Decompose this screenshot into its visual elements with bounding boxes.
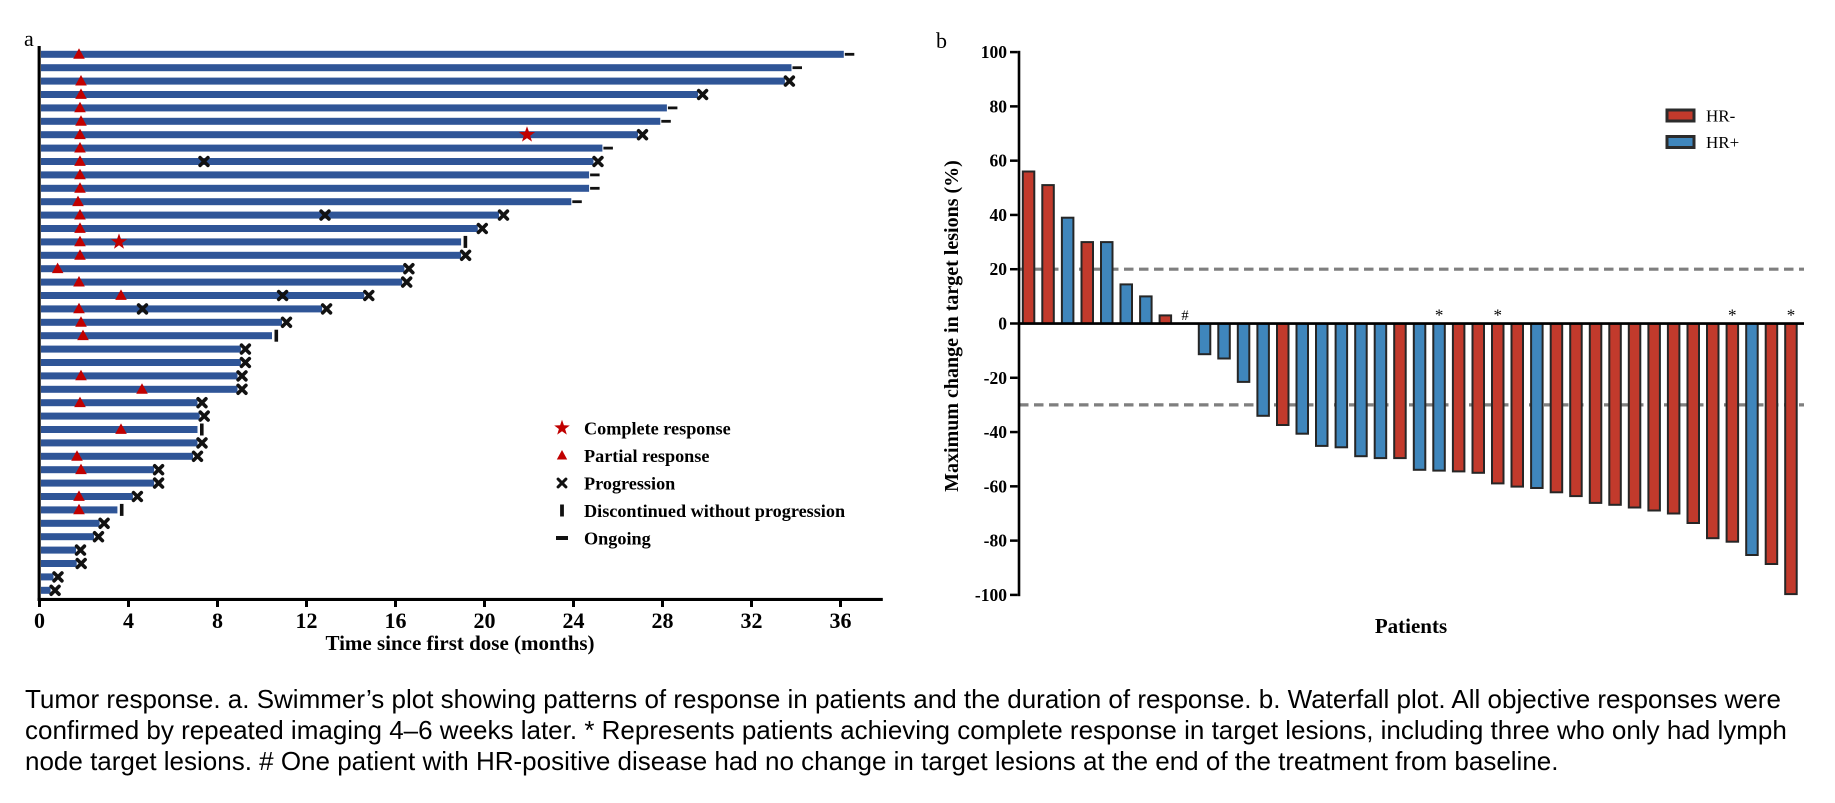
- svg-text:HR-: HR-: [1706, 107, 1736, 126]
- svg-text:Ongoing: Ongoing: [584, 529, 651, 549]
- svg-text:*: *: [1728, 306, 1737, 325]
- svg-text:0: 0: [998, 314, 1007, 334]
- svg-text:b: b: [936, 28, 947, 53]
- svg-text:Progression: Progression: [584, 474, 675, 494]
- svg-text:100: 100: [981, 42, 1008, 62]
- svg-text:Patients: Patients: [1375, 614, 1447, 638]
- svg-text:#: #: [1181, 308, 1188, 324]
- svg-text:a: a: [24, 26, 34, 51]
- svg-text:Tumor response. a. Swimmer’s p: Tumor response. a. Swimmer’s plot showin…: [25, 684, 1781, 714]
- svg-text:-60: -60: [984, 476, 1008, 496]
- svg-text:40: 40: [990, 205, 1008, 225]
- svg-text:Time since first dose (months): Time since first dose (months): [325, 631, 594, 655]
- svg-text:*: *: [1494, 306, 1503, 325]
- svg-text:*: *: [1435, 306, 1444, 325]
- svg-text:28: 28: [652, 608, 674, 633]
- svg-text:0: 0: [34, 608, 45, 633]
- svg-text:60: 60: [990, 151, 1008, 171]
- svg-text:-100: -100: [975, 585, 1007, 605]
- svg-text:Maximum change in target lesio: Maximum change in target lesions (%): [941, 160, 963, 492]
- svg-text:*: *: [1787, 306, 1796, 325]
- svg-text:36: 36: [830, 608, 852, 633]
- svg-text:confirmed by repeated imaging: confirmed by repeated imaging 4–6 weeks …: [25, 715, 1787, 745]
- svg-text:Complete response: Complete response: [584, 419, 731, 439]
- svg-text:Discontinued without progressi: Discontinued without progression: [584, 501, 845, 521]
- svg-text:20: 20: [990, 259, 1008, 279]
- svg-text:node target lesions. # One pat: node target lesions. # One patient with …: [25, 746, 1558, 776]
- svg-text:12: 12: [296, 608, 318, 633]
- svg-text:80: 80: [990, 96, 1008, 116]
- svg-text:8: 8: [212, 608, 223, 633]
- svg-text:32: 32: [741, 608, 763, 633]
- svg-text:24: 24: [563, 608, 585, 633]
- svg-text:16: 16: [385, 608, 407, 633]
- svg-text:-20: -20: [984, 368, 1008, 388]
- svg-text:-40: -40: [984, 422, 1008, 442]
- svg-text:4: 4: [123, 608, 134, 633]
- svg-text:Partial response: Partial response: [584, 446, 709, 466]
- svg-text:HR+: HR+: [1706, 133, 1739, 152]
- svg-text:-80: -80: [984, 531, 1008, 551]
- svg-text:20: 20: [474, 608, 496, 633]
